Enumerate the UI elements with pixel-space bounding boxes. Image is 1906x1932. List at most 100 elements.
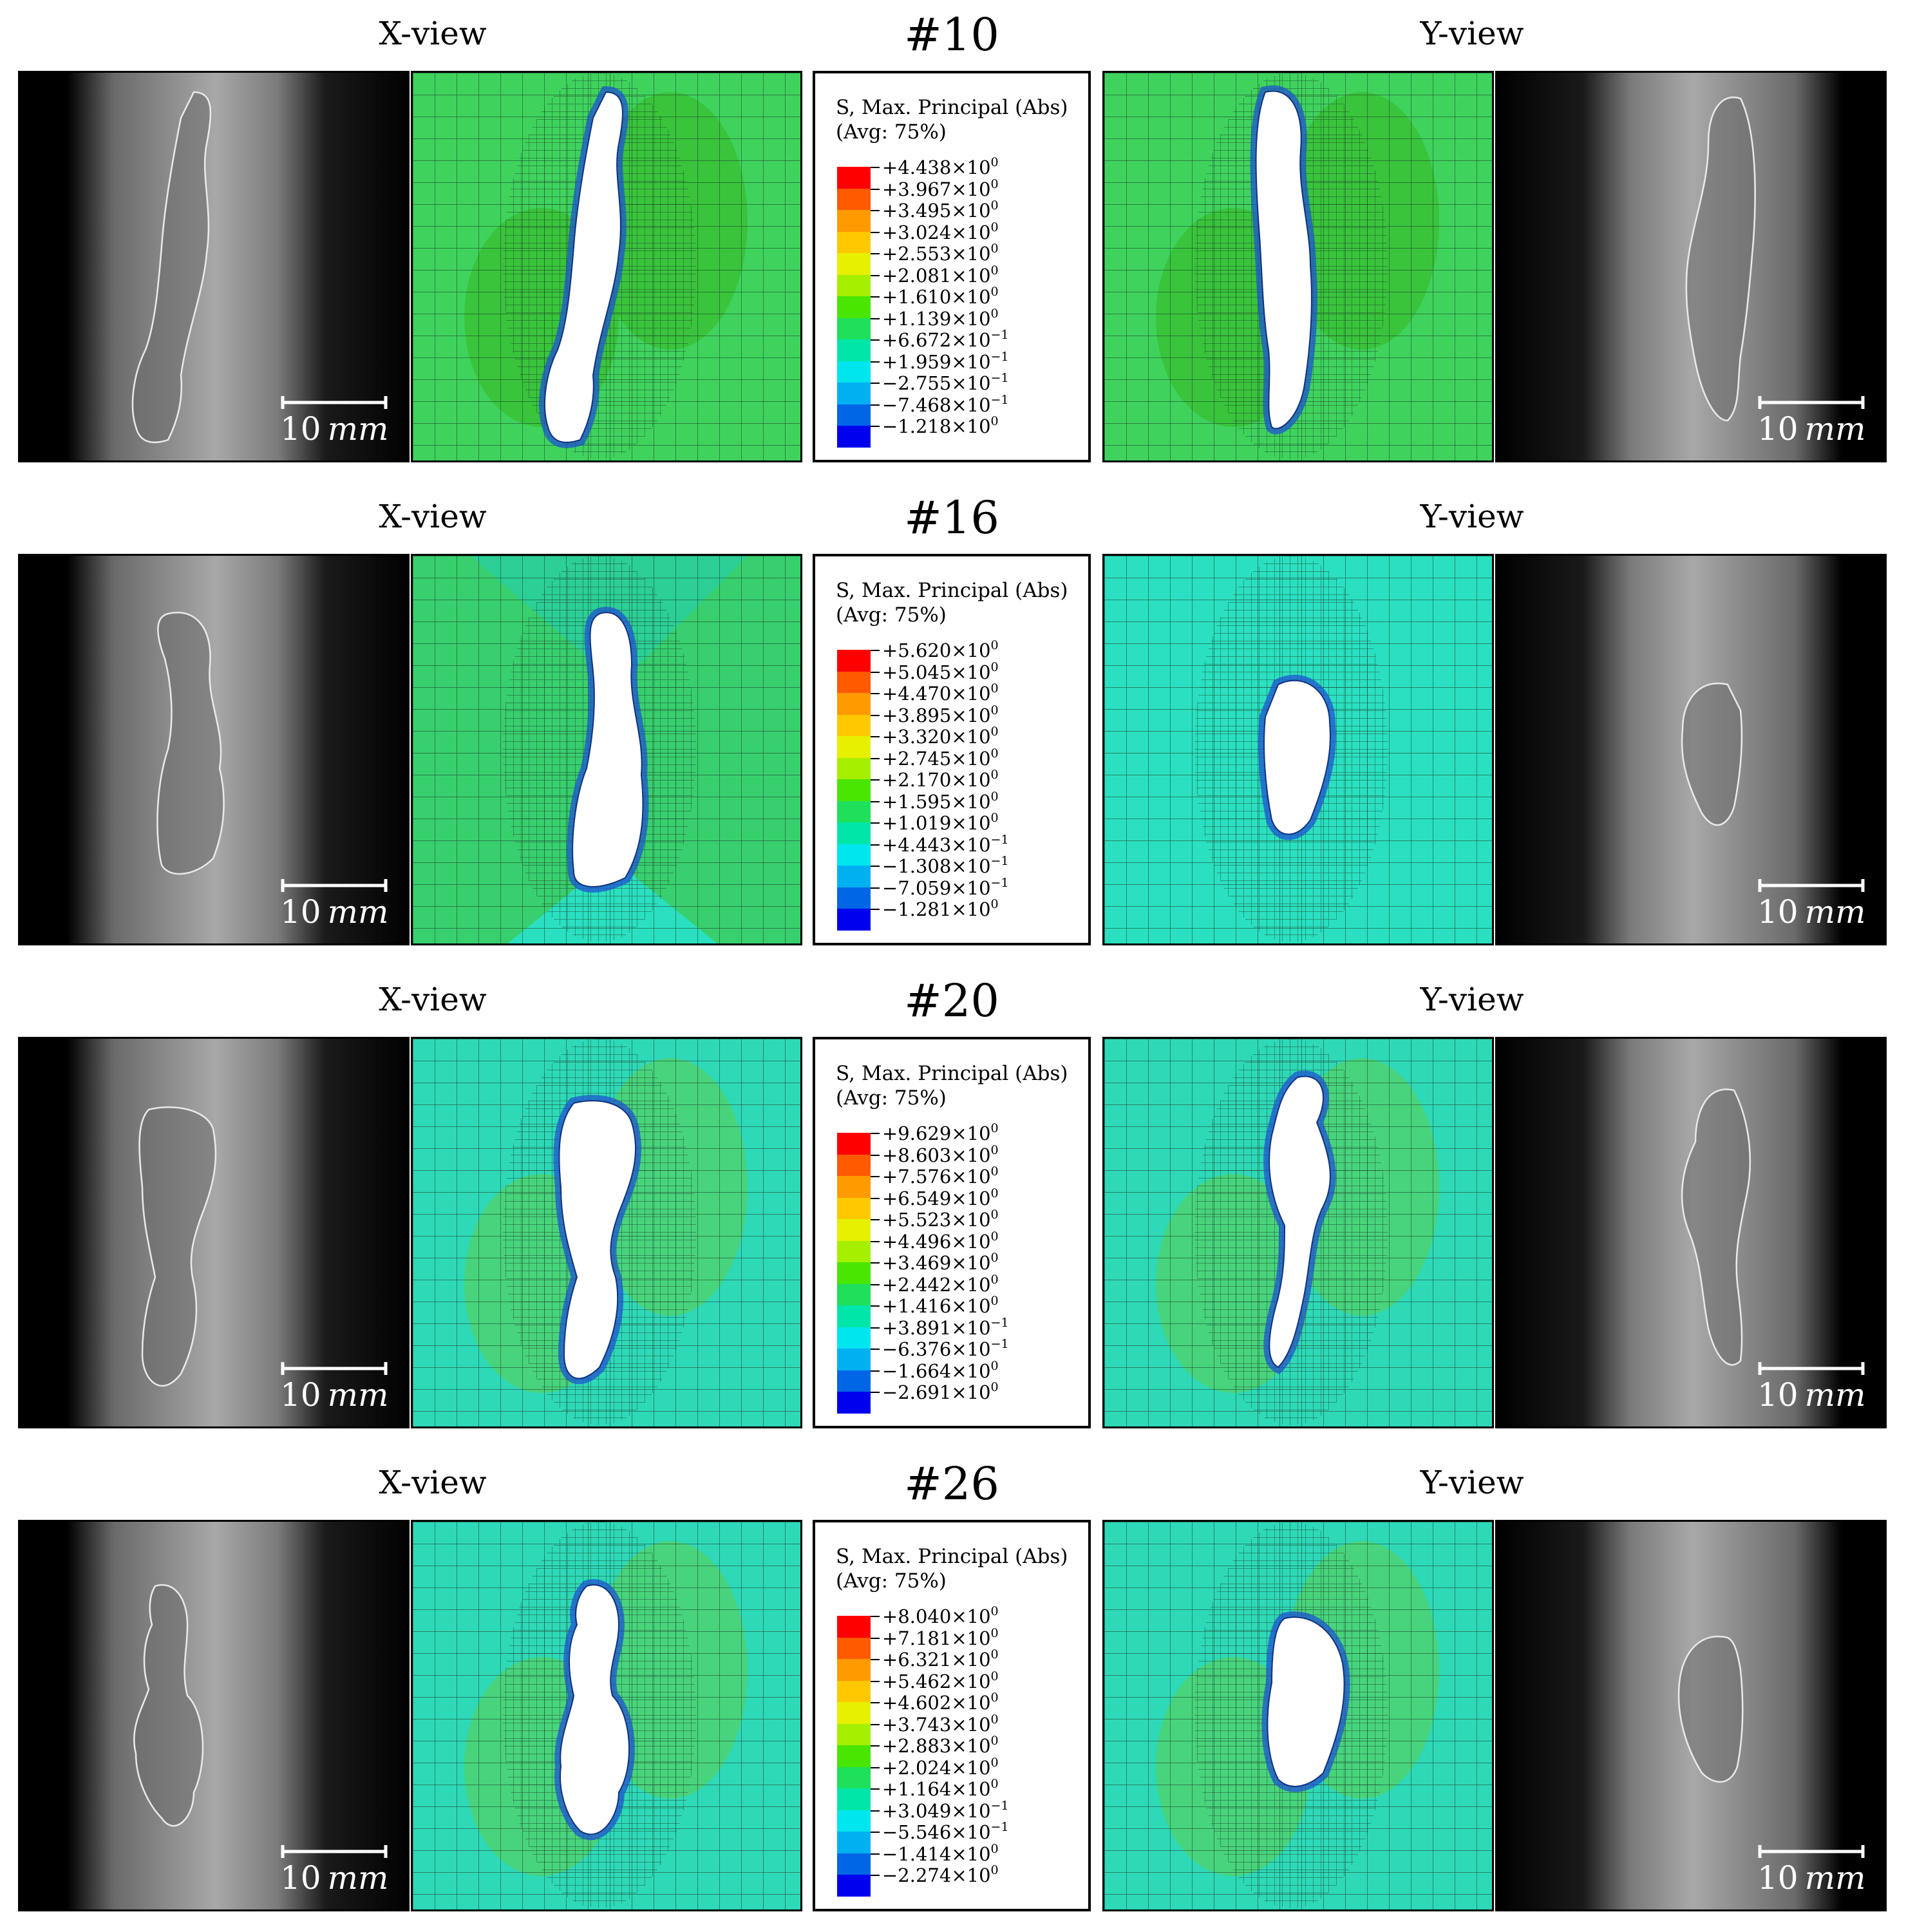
legend-tick: [871, 317, 880, 319]
specimen-number: #20: [904, 974, 999, 1027]
legend-value: +3.495×100: [882, 200, 999, 222]
legend-mantissa: +2.442×10: [882, 1273, 991, 1296]
defect-hole: [1255, 90, 1312, 430]
legend-mantissa: +7.576×10: [882, 1166, 991, 1188]
legend-swatch: [837, 1745, 871, 1767]
defect-region: [133, 92, 211, 442]
stress-legend: S, Max. Principal (Abs) (Avg: 75%) +9.629…: [813, 1037, 1091, 1428]
legend-exponent: −1: [990, 1798, 1009, 1813]
legend-value: +5.523×100: [882, 1209, 999, 1230]
legend-value: +2.024×100: [882, 1755, 999, 1777]
legend-tick: [871, 779, 880, 781]
legend-tick: [871, 844, 880, 846]
legend-tick: [871, 909, 880, 910]
legend-swatch: [837, 1616, 871, 1638]
legend-value: +1.595×100: [882, 790, 999, 811]
legend-tick: [871, 1659, 880, 1660]
legend-tick: [871, 1327, 880, 1329]
legend-exponent: −1: [990, 1315, 1009, 1330]
legend-mantissa: +2.553×10: [882, 243, 991, 265]
legend-exponent: 0: [990, 1229, 999, 1244]
stress-legend: S, Max. Principal (Abs) (Avg: 75%) +4.438…: [813, 71, 1091, 462]
defect-hole: [560, 1584, 630, 1835]
legend-exponent: 0: [990, 1121, 999, 1135]
legend-mantissa: +8.603×10: [882, 1144, 991, 1166]
legend-title: S, Max. Principal (Abs) (Avg: 75%): [836, 96, 1068, 144]
legend-swatch: [837, 1154, 871, 1177]
legend-swatch: [837, 800, 871, 823]
x-view-fe-mesh: [411, 554, 802, 945]
legend-value: +2.081×100: [882, 264, 999, 285]
legend-tick: [871, 1832, 880, 1833]
legend-tick: [871, 426, 880, 427]
legend-swatch: [837, 296, 871, 318]
scale-label: 10 mm: [280, 1377, 388, 1413]
x-view-xray-image: 10 mm: [18, 1037, 410, 1428]
legend-value: −1.414×100: [882, 1842, 999, 1864]
legend-mantissa: +7.181×10: [882, 1627, 991, 1649]
legend-swatch: [837, 844, 871, 866]
legend-exponent: 0: [990, 1625, 999, 1640]
legend-tick: [871, 167, 880, 168]
scale-unit: mm: [327, 893, 389, 931]
defect-outline: [1677, 1635, 1744, 1783]
legend-value: −1.218×100: [882, 415, 999, 437]
legend-exponent: −1: [990, 875, 1009, 890]
legend-tick: [871, 1853, 880, 1855]
defect-hole: [1267, 1616, 1345, 1787]
legend-value: −7.468×10−1: [882, 393, 1009, 416]
scale-value: 10: [280, 1859, 321, 1897]
legend-tick: [871, 1262, 880, 1264]
legend-exponent: 0: [990, 1272, 999, 1287]
legend-mantissa: −7.059×10: [882, 876, 991, 899]
legend-exponent: −1: [990, 832, 1009, 847]
defect-hole: [558, 1100, 637, 1379]
x-view-title: X-view: [379, 981, 487, 1018]
legend-tick: [871, 1283, 880, 1285]
legend-exponent: 0: [990, 724, 999, 739]
y-view-title: Y-view: [1420, 15, 1524, 52]
legend-tick: [871, 1154, 880, 1156]
legend-swatch: [837, 167, 871, 189]
defect-hole: [1263, 679, 1331, 835]
legend-tick: [871, 693, 880, 694]
legend-mantissa: −1.281×10: [882, 898, 991, 920]
legend-exponent: 0: [990, 1755, 999, 1770]
legend-swatch: [837, 274, 871, 297]
legend-tick: [871, 1616, 880, 1617]
legend-tick: [871, 253, 880, 254]
y-view-fe-mesh: [1102, 1037, 1494, 1428]
legend-value: +4.602×100: [882, 1692, 999, 1713]
legend-swatch: [837, 1702, 871, 1724]
legend-title: S, Max. Principal (Abs) (Avg: 75%): [836, 1062, 1068, 1110]
legend-tick: [871, 1370, 880, 1372]
legend-mantissa: −7.468×10: [882, 393, 991, 416]
legend-mantissa: −1.308×10: [882, 855, 991, 877]
legend-mantissa: +1.164×10: [882, 1778, 991, 1800]
defect-outline: [1685, 96, 1756, 422]
legend-swatch: [837, 1637, 871, 1660]
scale-label: 10 mm: [280, 894, 388, 930]
stress-legend: S, Max. Principal (Abs) (Avg: 75%) +8.040…: [813, 1520, 1091, 1911]
legend-tick: [871, 1349, 880, 1350]
legend-value: −2.691×100: [882, 1381, 999, 1403]
scale-unit: mm: [327, 410, 389, 448]
legend-swatch: [837, 253, 871, 275]
legend-mantissa: −2.755×10: [882, 372, 991, 394]
legend-value: +7.181×100: [882, 1625, 999, 1649]
legend-tick: [871, 1176, 880, 1177]
scale-unit: mm: [327, 1859, 389, 1897]
legend-swatch: [837, 1680, 871, 1703]
x-view-fe-mesh: [411, 71, 802, 462]
legend-swatch: [837, 1176, 871, 1198]
x-view-fe-mesh: [411, 1520, 802, 1911]
legend-tick: [871, 736, 880, 737]
legend-tick: [871, 383, 880, 384]
legend-mantissa: −2.691×10: [882, 1381, 991, 1403]
legend-mantissa: +3.495×10: [882, 200, 991, 222]
defect-hole: [572, 612, 644, 887]
legend-value: +7.576×100: [882, 1166, 999, 1188]
y-view-title: Y-view: [1420, 981, 1524, 1018]
legend-exponent: 0: [990, 1647, 999, 1662]
scale-value: 10: [1757, 1376, 1798, 1414]
